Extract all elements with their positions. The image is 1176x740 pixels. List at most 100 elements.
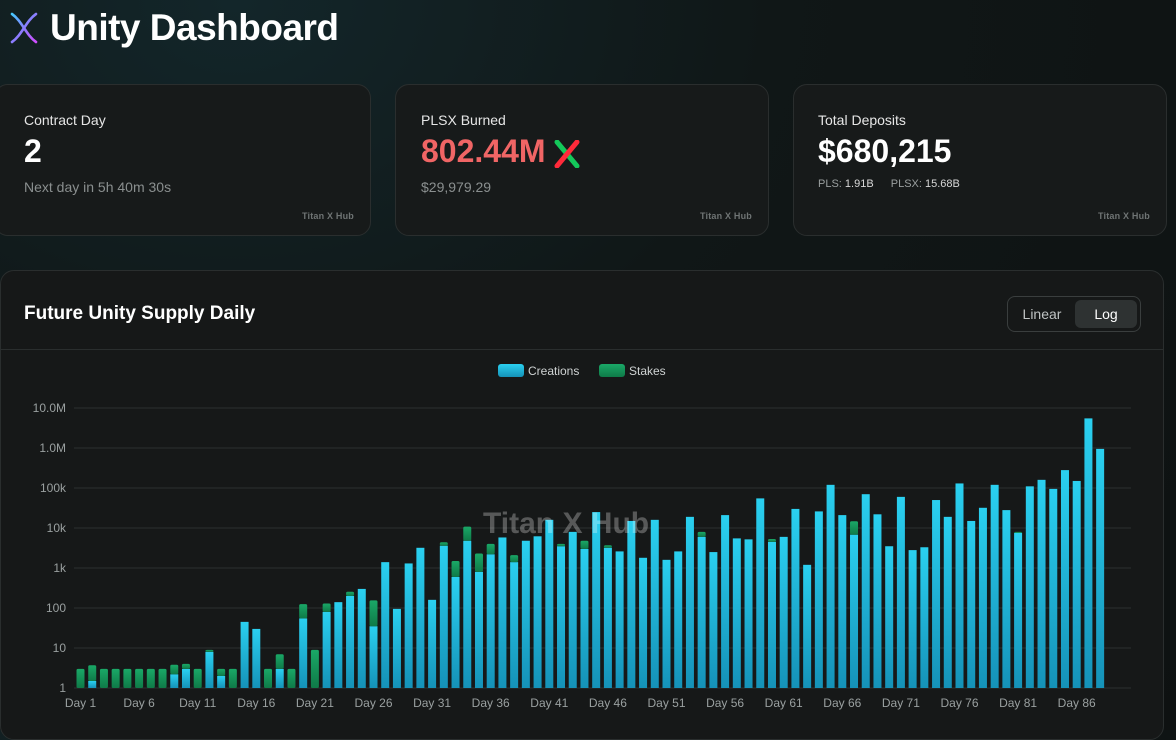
bar-creations-day-64 <box>814 511 823 688</box>
bar-creations-day-75 <box>943 516 952 688</box>
legend-label-creations: Creations <box>528 364 579 378</box>
bar-stakes-day-34 <box>463 526 472 541</box>
bar-creations-day-70 <box>885 546 894 688</box>
bar-creations-day-24 <box>346 595 355 688</box>
bar-creations-day-34 <box>463 540 472 688</box>
linear-toggle-button[interactable]: Linear <box>1022 306 1062 322</box>
bar-creations-day-50 <box>650 519 659 688</box>
bar-creations-day-31 <box>428 599 437 688</box>
bar-creations-day-57 <box>732 538 741 688</box>
bar-stakes-day-54 <box>697 531 706 537</box>
card-brand: Titan X Hub <box>1097 211 1150 221</box>
bar-stakes-day-44 <box>580 540 589 549</box>
bar-creations-day-77 <box>967 520 976 688</box>
bar-stakes-day-11 <box>193 668 202 688</box>
x-tick-label: Day 76 <box>940 696 978 710</box>
bar-stakes-day-3 <box>99 668 108 688</box>
bar-stakes-day-81 <box>1014 531 1023 533</box>
card-value: 802.44M <box>421 133 546 169</box>
bar-stakes-day-17 <box>264 668 273 688</box>
bar-creations-day-81 <box>1014 532 1023 688</box>
x-tick-label: Day 66 <box>823 696 861 710</box>
bar-creations-day-80 <box>1002 510 1011 688</box>
contract-day-card: Contract Day 2 Next day in 5h 40m 30s Ti… <box>0 84 371 236</box>
bar-creations-day-10 <box>181 668 190 688</box>
bar-stakes-day-38 <box>510 555 519 563</box>
bar-creations-day-53 <box>685 516 694 688</box>
bar-stakes-day-4 <box>111 668 120 688</box>
log-toggle-button[interactable]: Log <box>1075 300 1137 328</box>
y-tick-label: 10.0M <box>33 401 66 415</box>
pls-label: PLS: <box>818 178 842 190</box>
bar-creations-day-66 <box>838 515 847 688</box>
bar-stakes-day-2 <box>88 665 97 681</box>
bar-stakes-day-35 <box>474 553 483 572</box>
bar-creations-day-67 <box>850 534 859 688</box>
bar-creations-day-47 <box>615 551 624 688</box>
bar-creations-day-65 <box>826 484 835 688</box>
bar-stakes-day-36 <box>486 543 495 555</box>
bar-creations-day-52 <box>674 551 683 688</box>
bar-creations-day-13 <box>217 675 226 688</box>
bar-creations-day-45 <box>592 512 601 688</box>
y-tick-label: 1.0M <box>39 441 66 455</box>
legend-swatch-stakes <box>599 364 625 377</box>
bar-creations-day-30 <box>416 547 425 688</box>
bar-stakes-day-10 <box>181 663 190 669</box>
pulsex-x-icon <box>554 139 580 168</box>
bar-stakes-day-20 <box>299 604 308 619</box>
divider <box>1 349 1163 350</box>
bar-stakes-day-12 <box>205 649 214 652</box>
page-title: Unity Dashboard <box>50 7 339 48</box>
bar-stakes-day-42 <box>557 543 566 547</box>
chart-watermark: Titan X Hub <box>483 507 649 540</box>
bar-creations-day-69 <box>873 514 882 688</box>
x-tick-label: Day 46 <box>589 696 627 710</box>
bar-creations-day-51 <box>662 559 671 688</box>
bar-creations-day-33 <box>451 576 460 688</box>
bar-creations-day-63 <box>803 564 812 688</box>
card-brand: Titan X Hub <box>301 211 354 221</box>
bar-stakes-day-46 <box>603 545 612 548</box>
bar-creations-day-54 <box>697 536 706 688</box>
card-brand: Titan X Hub <box>699 211 752 221</box>
y-tick-label: 1k <box>53 561 67 575</box>
bar-creations-day-59 <box>756 498 765 688</box>
y-tick-label: 10 <box>53 641 67 655</box>
bar-creations-day-76 <box>955 483 964 688</box>
bar-creations-day-56 <box>721 515 730 688</box>
bar-creations-day-79 <box>990 484 999 688</box>
bar-creations-day-12 <box>205 651 214 688</box>
x-tick-label: Day 6 <box>123 696 155 710</box>
bar-creations-day-72 <box>908 550 917 688</box>
bar-creations-day-16 <box>252 628 261 688</box>
bar-creations-day-2 <box>88 680 97 688</box>
legend-label-stakes: Stakes <box>629 364 666 378</box>
bar-creations-day-78 <box>978 507 987 688</box>
bar-creations-day-86 <box>1072 480 1081 688</box>
bar-creations-day-37 <box>498 537 507 688</box>
bar-creations-day-23 <box>334 602 343 688</box>
deposit-breakdown: PLS: 1.91B PLSX: 15.68B <box>818 178 974 190</box>
y-tick-label: 10k <box>47 521 67 535</box>
bar-stakes-day-22 <box>322 603 331 612</box>
bar-stakes-day-13 <box>217 668 226 676</box>
chart-legend: Creations Stakes <box>498 364 666 378</box>
x-tick-label: Day 31 <box>413 696 451 710</box>
bar-creations-day-43 <box>568 531 577 688</box>
bar-creations-day-44 <box>580 548 589 688</box>
bar-creations-day-9 <box>170 674 179 688</box>
bar-creations-day-29 <box>404 563 413 688</box>
bar-creations-day-83 <box>1037 479 1046 688</box>
x-tick-label: Day 51 <box>647 696 685 710</box>
x-tick-label: Day 86 <box>1058 696 1096 710</box>
bar-creations-day-41 <box>545 519 554 688</box>
pls-value: 1.91B <box>844 178 874 190</box>
x-tick-label: Day 71 <box>882 696 920 710</box>
y-tick-label: 100k <box>40 481 67 495</box>
bar-stakes-day-7 <box>146 668 155 688</box>
bar-stakes-day-33 <box>451 560 460 577</box>
card-subtext: Next day in 5h 40m 30s <box>24 179 172 195</box>
bar-creations-day-55 <box>709 552 718 688</box>
